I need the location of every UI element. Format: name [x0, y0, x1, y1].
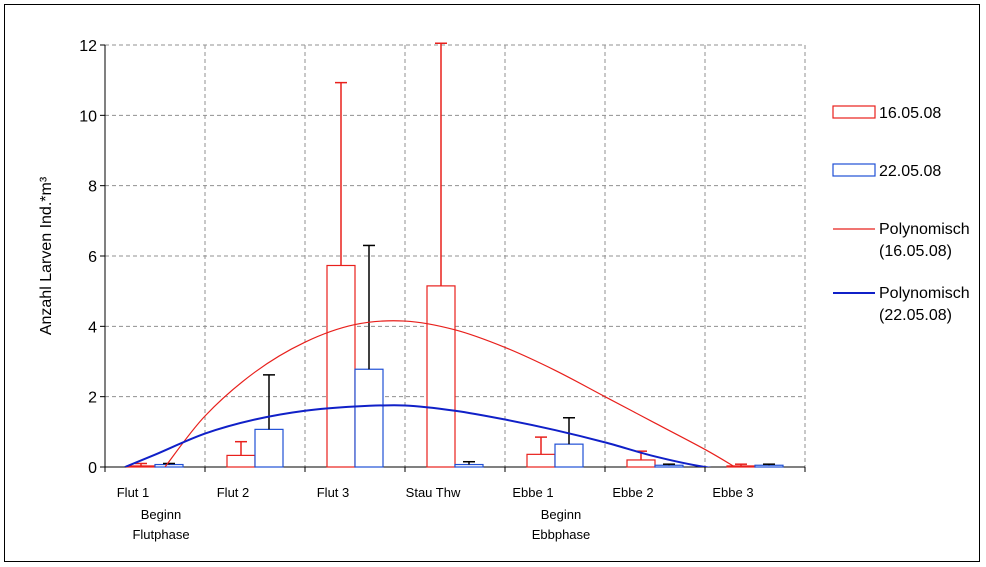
legend-trend-label-0: (16.05.08): [879, 243, 952, 260]
trend-layer: [124, 320, 736, 467]
bar-22.05.08-Flut 2: [254, 428, 284, 468]
legend-label-0: 16.05.08: [879, 105, 941, 122]
y-tick-label: 4: [88, 319, 97, 336]
bar-22.05.08-Ebbe 1: [554, 443, 584, 468]
y-tick-label: 10: [79, 108, 97, 125]
legend-layer: 16.05.08 22.05.08 Polynomisch (16.05.08) Pol…: [832, 105, 970, 324]
x-category-label: Flut 2: [217, 485, 250, 500]
legend-label-1: 22.05.08: [879, 163, 941, 180]
bar-16.05.08-Flut 3: [326, 264, 356, 468]
bar-16.05.08-Ebbe 2: [626, 459, 656, 468]
x-category-label: Ebbe 3: [712, 485, 753, 500]
bar-22.05.08-Flut 3: [354, 368, 384, 468]
legend-swatch-1: [832, 163, 876, 177]
legend-trend-label-1: Polynomisch: [879, 285, 970, 302]
trendline-1: [124, 404, 712, 467]
legend-trend-label-1: (22.05.08): [879, 307, 952, 324]
bar-16.05.08-Ebbe 3: [726, 465, 756, 468]
y-tick-label: 8: [88, 179, 97, 196]
annotation-label: Flutphase: [132, 527, 189, 542]
bar-22.05.08-Ebbe 3: [754, 464, 784, 468]
label-layer: 0 2 4 6 8 10 12 Anzahl Larven Ind.*m³ Flut 1 Flut…: [38, 38, 754, 542]
x-category-label: Flut 1: [117, 485, 150, 500]
bar-16.05.08-Flut 2: [226, 454, 256, 468]
bar-16.05.08-Stau Thw: [426, 285, 456, 468]
chart-svg: 0 2 4 6 8 10 12 Anzahl Larven Ind.*m³ Flut 1 Flut…: [38, 38, 970, 542]
annotation-label: Ebbphase: [532, 527, 591, 542]
bar-layer: [126, 42, 784, 468]
x-category-label: Ebbe 1: [512, 485, 553, 500]
annotation-label: Beginn: [141, 507, 181, 522]
x-category-label: Stau Thw: [406, 485, 461, 500]
bar-16.05.08-Ebbe 1: [526, 453, 556, 468]
bar-22.05.08-Stau Thw: [454, 463, 484, 468]
y-tick-label: 2: [88, 390, 97, 407]
y-tick-label: 0: [88, 460, 97, 477]
legend-swatch-0: [832, 105, 876, 119]
y-tick-label: 12: [79, 38, 97, 55]
annotation-label: Beginn: [541, 507, 581, 522]
bar-22.05.08-Flut 1: [154, 463, 184, 468]
legend-trend-label-0: Polynomisch: [879, 221, 970, 238]
y-tick-label: 6: [88, 249, 97, 266]
chart-frame: 0 2 4 6 8 10 12 Anzahl Larven Ind.*m³ Flut 1 Flut…: [4, 4, 980, 562]
x-category-label: Flut 3: [317, 485, 350, 500]
x-category-label: Ebbe 2: [612, 485, 653, 500]
y-axis-label: Anzahl Larven Ind.*m³: [38, 176, 55, 335]
trendline-0: [164, 320, 736, 467]
bar-16.05.08-Flut 1: [126, 465, 156, 468]
bar-22.05.08-Ebbe 2: [654, 464, 684, 468]
